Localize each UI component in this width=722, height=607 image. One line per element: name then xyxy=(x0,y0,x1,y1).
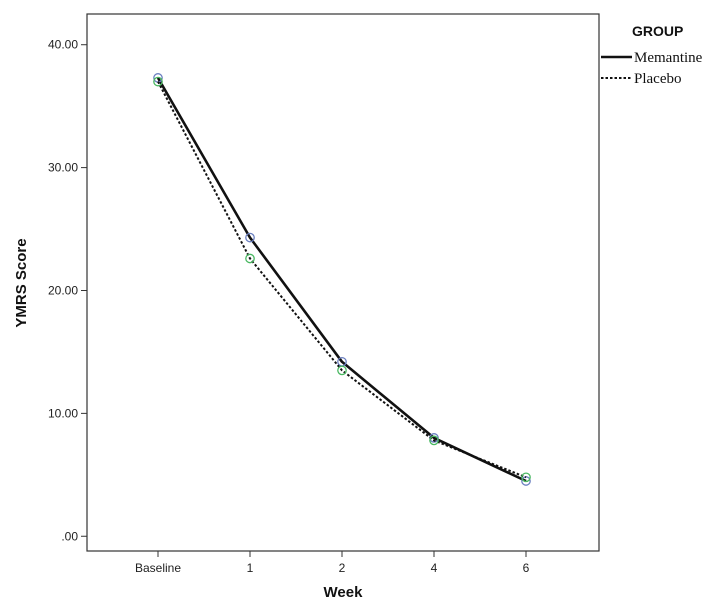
series-layer xyxy=(153,73,531,486)
y-tick-label: 10.00 xyxy=(48,406,78,420)
legend-label-placebo: Placebo xyxy=(634,71,681,87)
x-tick-label: 2 xyxy=(339,561,346,575)
y-axis: .00 10.00 20.00 30.00 40.00 xyxy=(48,38,87,543)
y-axis-title: YMRS Score xyxy=(13,238,30,327)
x-tick-label: Baseline xyxy=(135,561,181,575)
data-point-memantine xyxy=(245,232,255,243)
series-line-placebo xyxy=(157,81,527,479)
legend-label-memantine: Memantine xyxy=(634,50,703,66)
y-tick-label: 20.00 xyxy=(48,283,78,297)
data-point-placebo xyxy=(245,253,255,264)
x-axis-title: Week xyxy=(324,584,364,601)
x-axis: Baseline 1 2 4 6 xyxy=(135,551,530,575)
legend: GROUP Memantine Placebo xyxy=(601,23,703,87)
y-tick-label: 30.00 xyxy=(48,161,78,175)
data-point-placebo xyxy=(429,435,439,446)
data-point-placebo xyxy=(521,472,531,483)
x-tick-label: 6 xyxy=(523,561,530,575)
x-tick-label: 1 xyxy=(247,561,254,575)
data-point-placebo xyxy=(337,365,347,376)
data-point-placebo xyxy=(153,76,163,87)
legend-title: GROUP xyxy=(632,23,683,39)
y-tick-label: .00 xyxy=(61,529,78,543)
y-tick-label: 40.00 xyxy=(48,38,78,52)
x-tick-label: 4 xyxy=(431,561,438,575)
